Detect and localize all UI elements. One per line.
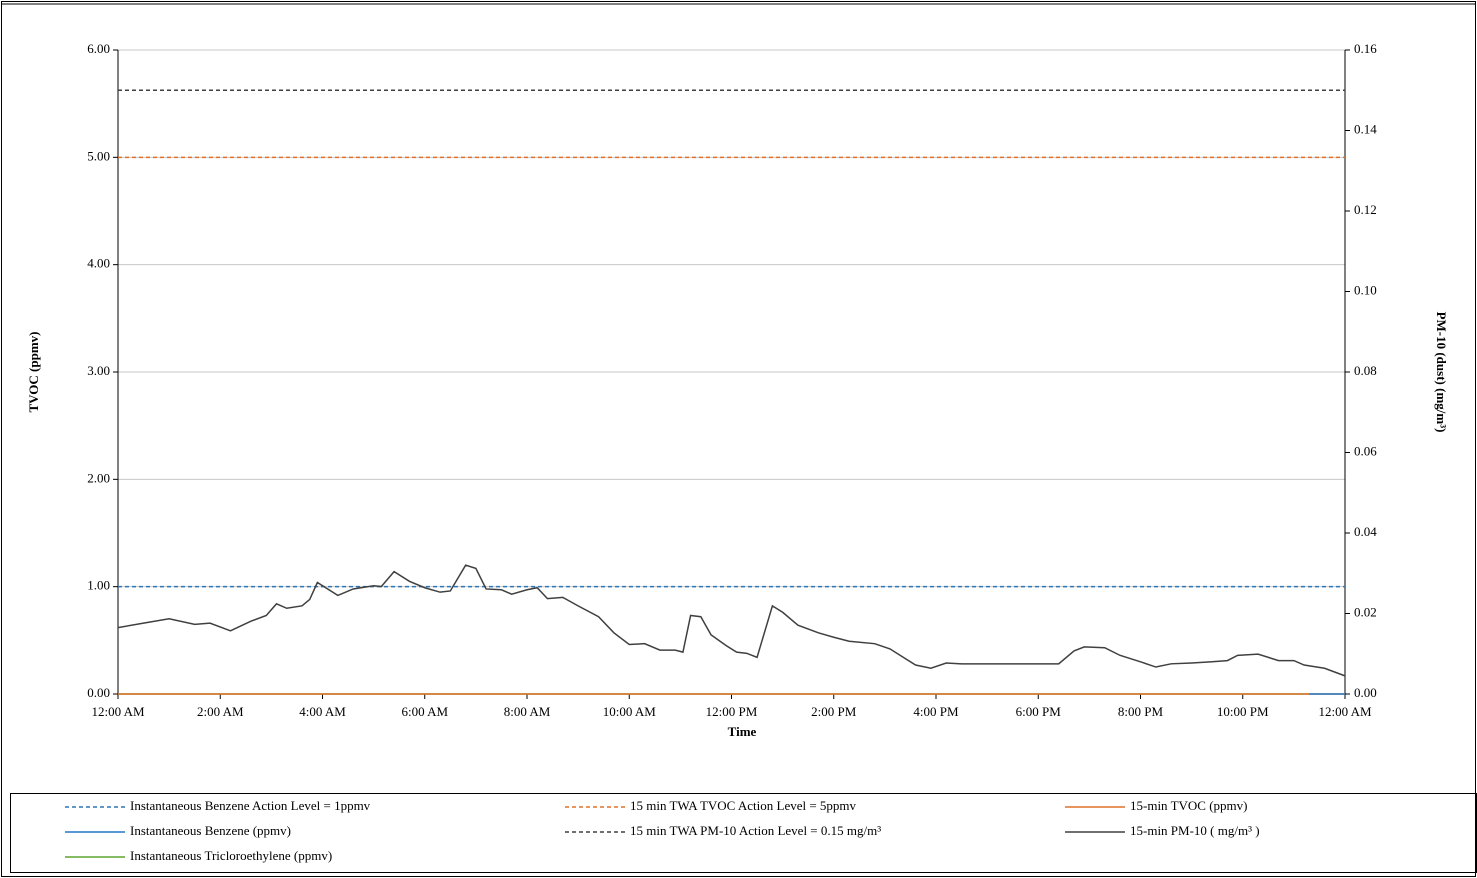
legend-label: 15 min TWA PM-10 Action Level = 0.15 mg/… xyxy=(630,823,881,838)
y2-tick-label: 0.10 xyxy=(1354,282,1377,297)
y-tick-label: 1.00 xyxy=(87,578,110,593)
legend-label: Instantaneous Benzene (ppmv) xyxy=(130,823,291,838)
y2-tick-label: 0.04 xyxy=(1354,524,1377,539)
y2-tick-label: 0.16 xyxy=(1354,41,1377,56)
y2-tick-label: 0.02 xyxy=(1354,604,1377,619)
y-tick-label: 2.00 xyxy=(87,470,110,485)
legend-label: Instantaneous Benzene Action Level = 1pp… xyxy=(130,798,371,813)
x-tick-label: 12:00 AM xyxy=(91,704,145,719)
y-tick-label: 5.00 xyxy=(87,148,110,163)
x-tick-label: 12:00 AM xyxy=(1318,704,1372,719)
x-tick-label: 4:00 AM xyxy=(299,704,346,719)
x-tick-label: 8:00 PM xyxy=(1118,704,1164,719)
y-axis-label: TVOC (ppmv) xyxy=(26,332,41,413)
x-tick-label: 10:00 PM xyxy=(1217,704,1269,719)
x-tick-label: 10:00 AM xyxy=(603,704,657,719)
x-tick-label: 2:00 PM xyxy=(811,704,857,719)
x-tick-label: 12:00 PM xyxy=(706,704,758,719)
x-tick-label: 2:00 AM xyxy=(197,704,244,719)
legend-label: 15-min TVOC (ppmv) xyxy=(1130,798,1247,813)
series-line xyxy=(117,564,1346,677)
y2-tick-label: 0.06 xyxy=(1354,443,1377,458)
legend-label: 15-min PM-10 ( mg/m³ ) xyxy=(1130,823,1260,838)
y-tick-label: 0.00 xyxy=(87,685,110,700)
y2-tick-label: 0.14 xyxy=(1354,121,1377,136)
y2-tick-label: 0.12 xyxy=(1354,202,1377,217)
y2-axis-label: PM-10 (dust) (mg/m³) xyxy=(1434,312,1449,433)
x-tick-label: 4:00 PM xyxy=(913,704,959,719)
legend-label: Instantaneous Tricloroethylene (ppmv) xyxy=(130,848,332,863)
x-tick-label: 6:00 PM xyxy=(1016,704,1062,719)
y-tick-label: 6.00 xyxy=(87,41,110,56)
y2-tick-label: 0.00 xyxy=(1354,685,1377,700)
x-axis-label: Time xyxy=(728,724,757,739)
y2-tick-label: 0.08 xyxy=(1354,363,1377,378)
x-tick-label: 8:00 AM xyxy=(504,704,551,719)
y-tick-label: 4.00 xyxy=(87,256,110,271)
x-tick-label: 6:00 AM xyxy=(401,704,448,719)
legend-label: 15 min TWA TVOC Action Level = 5ppmv xyxy=(630,798,857,813)
y-tick-label: 3.00 xyxy=(87,363,110,378)
